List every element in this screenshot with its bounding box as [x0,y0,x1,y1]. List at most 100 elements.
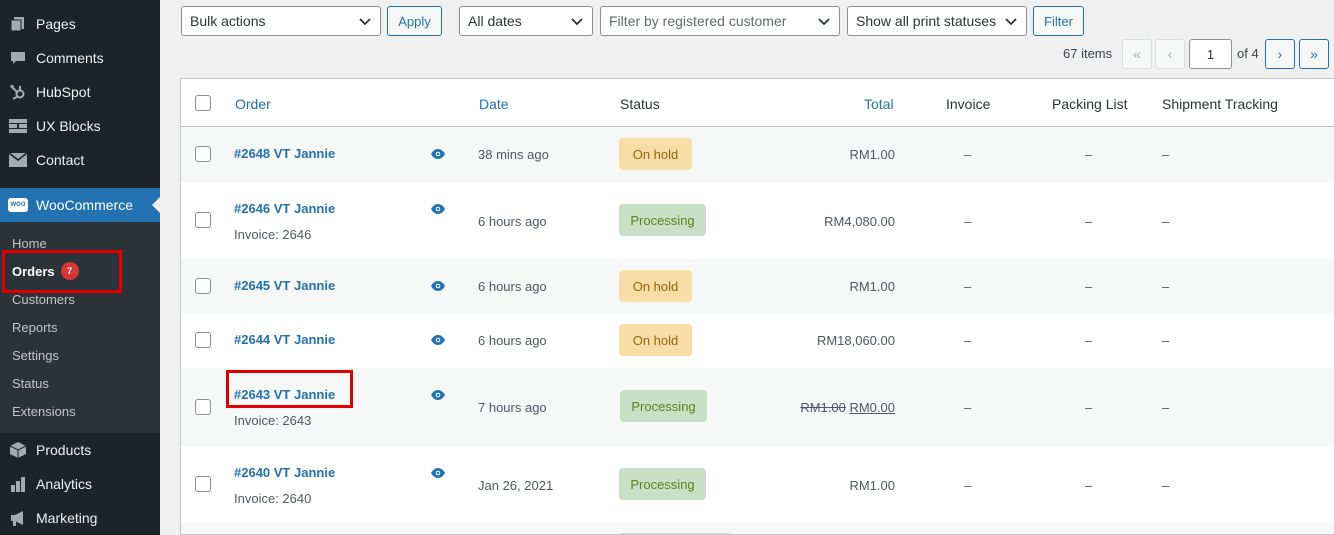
menu-item-woocommerce[interactable]: WOO WooCommerce [0,188,160,222]
menu-item-comments[interactable]: Comments [0,41,160,75]
select-all-checkbox[interactable] [195,95,211,111]
order-link[interactable]: #2648 VT Jannie [234,146,336,161]
submenu-extensions[interactable]: Extensions [12,401,76,421]
last-page-button[interactable]: » [1299,39,1329,69]
invoice-cell: – [964,214,972,229]
preview-eye-icon[interactable] [431,468,445,478]
pages-icon [8,14,28,34]
menu-label: Contact [36,152,85,168]
submenu-settings[interactable]: Settings [12,345,59,365]
column-header-invoice: Invoice [946,96,991,112]
order-total: RM18,060.00 [816,333,895,348]
submenu-reports[interactable]: Reports [12,317,58,337]
comments-icon [8,48,28,68]
table-row[interactable]: #2646 VT Jannie Invoice: 2646 6 hours ag… [181,182,1334,259]
invoice-cell: – [964,400,972,415]
preview-eye-icon[interactable] [431,204,445,214]
row-checkbox[interactable] [195,146,211,162]
original-total: RM1.00 [800,400,846,415]
marketing-icon [8,508,28,528]
status-badge: On hold [619,324,692,356]
menu-item-products[interactable]: Products [0,433,160,467]
submenu-orders[interactable]: Orders 7 [12,261,79,281]
bulk-actions-value: Bulk actions [190,13,266,29]
row-checkbox[interactable] [195,399,211,415]
preview-eye-icon[interactable] [431,390,445,400]
order-total: RM1.00 [849,147,895,162]
invoice-cell: – [964,147,972,162]
invoice-number: Invoice: 2646 [234,227,312,242]
active-menu-arrow [152,197,160,213]
menu-label: Comments [36,50,104,66]
orders-table: Order Date Status Total Invoice Packing … [180,78,1334,535]
admin-sidebar: Pages Comments HubSpot UX Blocks Contact… [0,0,160,535]
menu-item-hubspot[interactable]: HubSpot [0,75,160,109]
menu-item-pages[interactable]: Pages [0,7,160,41]
table-row[interactable] [181,523,1334,534]
column-header-total[interactable]: Total [864,96,894,112]
table-row[interactable]: #2640 VT Jannie Invoice: 2640 Jan 26, 20… [181,446,1334,523]
invoice-number: Invoice: 2643 [234,413,312,428]
bulk-actions-select[interactable]: Bulk actions [181,6,381,36]
menu-item-marketing[interactable]: Marketing [0,501,160,535]
menu-label: Products [36,442,92,458]
row-checkbox[interactable] [195,476,211,492]
first-page-button: « [1122,39,1152,69]
order-link[interactable]: #2640 VT Jannie [234,465,336,480]
order-link[interactable]: #2644 VT Jannie [234,332,336,347]
menu-item-contact[interactable]: Contact [0,143,160,177]
menu-label: Marketing [36,510,98,526]
order-date: 38 mins ago [478,147,549,162]
order-date: Jan 26, 2021 [478,478,554,493]
customer-filter-select[interactable]: Filter by registered customer [600,6,840,36]
woo-logo-text: WOO [8,198,28,212]
order-link[interactable]: #2643 VT Jannie [234,387,336,402]
column-header-shipment-tracking: Shipment Tracking [1162,96,1278,112]
order-date: 7 hours ago [478,400,547,415]
table-header: Order Date Status Total Invoice Packing … [181,79,1334,127]
customer-filter-placeholder: Filter by registered customer [609,13,787,29]
order-total: RM1.00 [849,478,895,493]
table-row[interactable]: #2648 VT Jannie 38 mins ago On hold RM1.… [181,127,1334,182]
prev-page-button: ‹ [1155,39,1185,69]
status-badge-partial [619,533,732,534]
order-link[interactable]: #2645 VT Jannie [234,278,336,293]
shipment-tracking-cell: – [1162,279,1170,294]
submenu-customers[interactable]: Customers [12,289,75,309]
column-header-date[interactable]: Date [479,96,509,112]
table-row[interactable]: #2643 VT Jannie Invoice: 2643 7 hours ag… [181,368,1334,446]
column-header-status: Status [620,96,660,112]
menu-item-analytics[interactable]: Analytics [0,467,160,501]
packing-list-cell: – [1085,279,1093,294]
table-row[interactable]: #2645 VT Jannie 6 hours ago On hold RM1.… [181,259,1334,314]
refunded-total: RM0.00 [849,400,895,415]
current-page-input[interactable]: 1 [1189,39,1232,69]
column-header-order[interactable]: Order [235,96,271,112]
order-link[interactable]: #2646 VT Jannie [234,201,336,216]
row-checkbox[interactable] [195,212,211,228]
preview-eye-icon[interactable] [431,335,445,345]
menu-item-ux-blocks[interactable]: UX Blocks [0,109,160,143]
print-status-value: Show all print statuses [856,13,997,29]
packing-list-cell: – [1085,400,1093,415]
table-row[interactable]: #2644 VT Jannie 6 hours ago On hold RM18… [181,314,1334,368]
preview-eye-icon[interactable] [431,149,445,159]
invoice-cell: – [964,279,972,294]
next-page-button[interactable]: › [1265,39,1295,69]
chevron-down-icon [359,18,371,26]
chevron-down-icon [571,18,583,26]
submenu-home[interactable]: Home [12,233,47,253]
print-status-select[interactable]: Show all print statuses [847,6,1027,36]
preview-eye-icon[interactable] [431,281,445,291]
submenu-status[interactable]: Status [12,373,49,393]
filter-button[interactable]: Filter [1033,6,1084,36]
row-checkbox[interactable] [195,332,211,348]
dates-select[interactable]: All dates [459,6,593,36]
shipment-tracking-cell: – [1162,147,1170,162]
row-checkbox[interactable] [195,278,211,294]
apply-button[interactable]: Apply [387,6,442,36]
analytics-icon [8,474,28,494]
column-header-packing-list: Packing List [1052,96,1128,112]
invoice-number: Invoice: 2640 [234,491,312,506]
status-badge: Processing [620,390,707,422]
